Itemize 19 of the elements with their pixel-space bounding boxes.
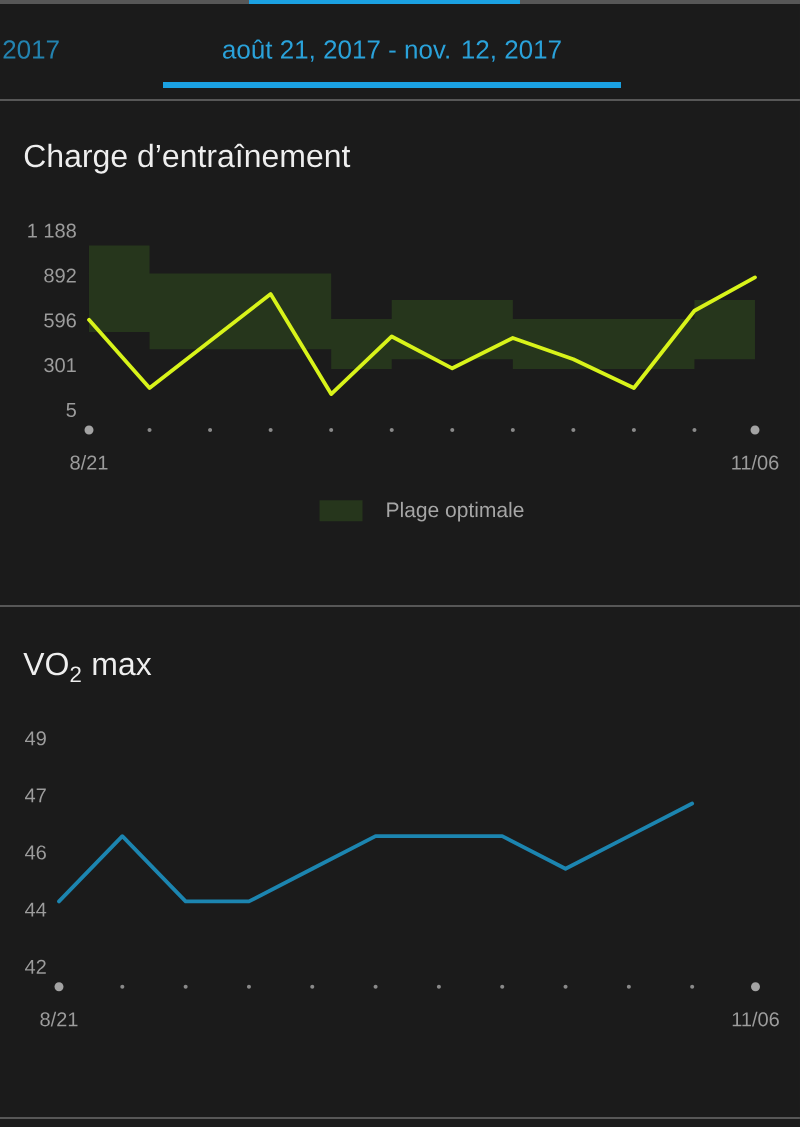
chart-title: VO$_{2}$ max <box>23 652 152 683</box>
y-tick-label: 49 <box>25 731 46 746</box>
y-tick-label: 44 <box>25 902 47 917</box>
x-tick-label: 8/21 <box>70 455 108 470</box>
y-tick-label: 892 <box>44 268 76 283</box>
legend-label: Plage optimale <box>387 501 524 522</box>
y-tick-label: 5 <box>66 403 76 417</box>
y-tick-label: 46 <box>25 845 46 860</box>
chart-title: Charge d’entraînement <box>24 143 351 174</box>
chart-subtitle: août 21, 2017 - nov. 12, 2017 <box>223 39 561 62</box>
y-tick-label: 1 188 <box>28 223 76 238</box>
y-tick-label: 596 <box>44 313 76 328</box>
x-tick-label: 8/21 <box>40 1011 78 1027</box>
x-tick-label: 11/06 <box>732 1011 779 1027</box>
y-tick-label: 47 <box>25 788 46 803</box>
text: 2017 <box>3 40 59 59</box>
x-tick-label: 11/06 <box>732 455 779 470</box>
y-tick-label: 301 <box>44 358 76 373</box>
y-tick-label: 42 <box>25 959 46 974</box>
